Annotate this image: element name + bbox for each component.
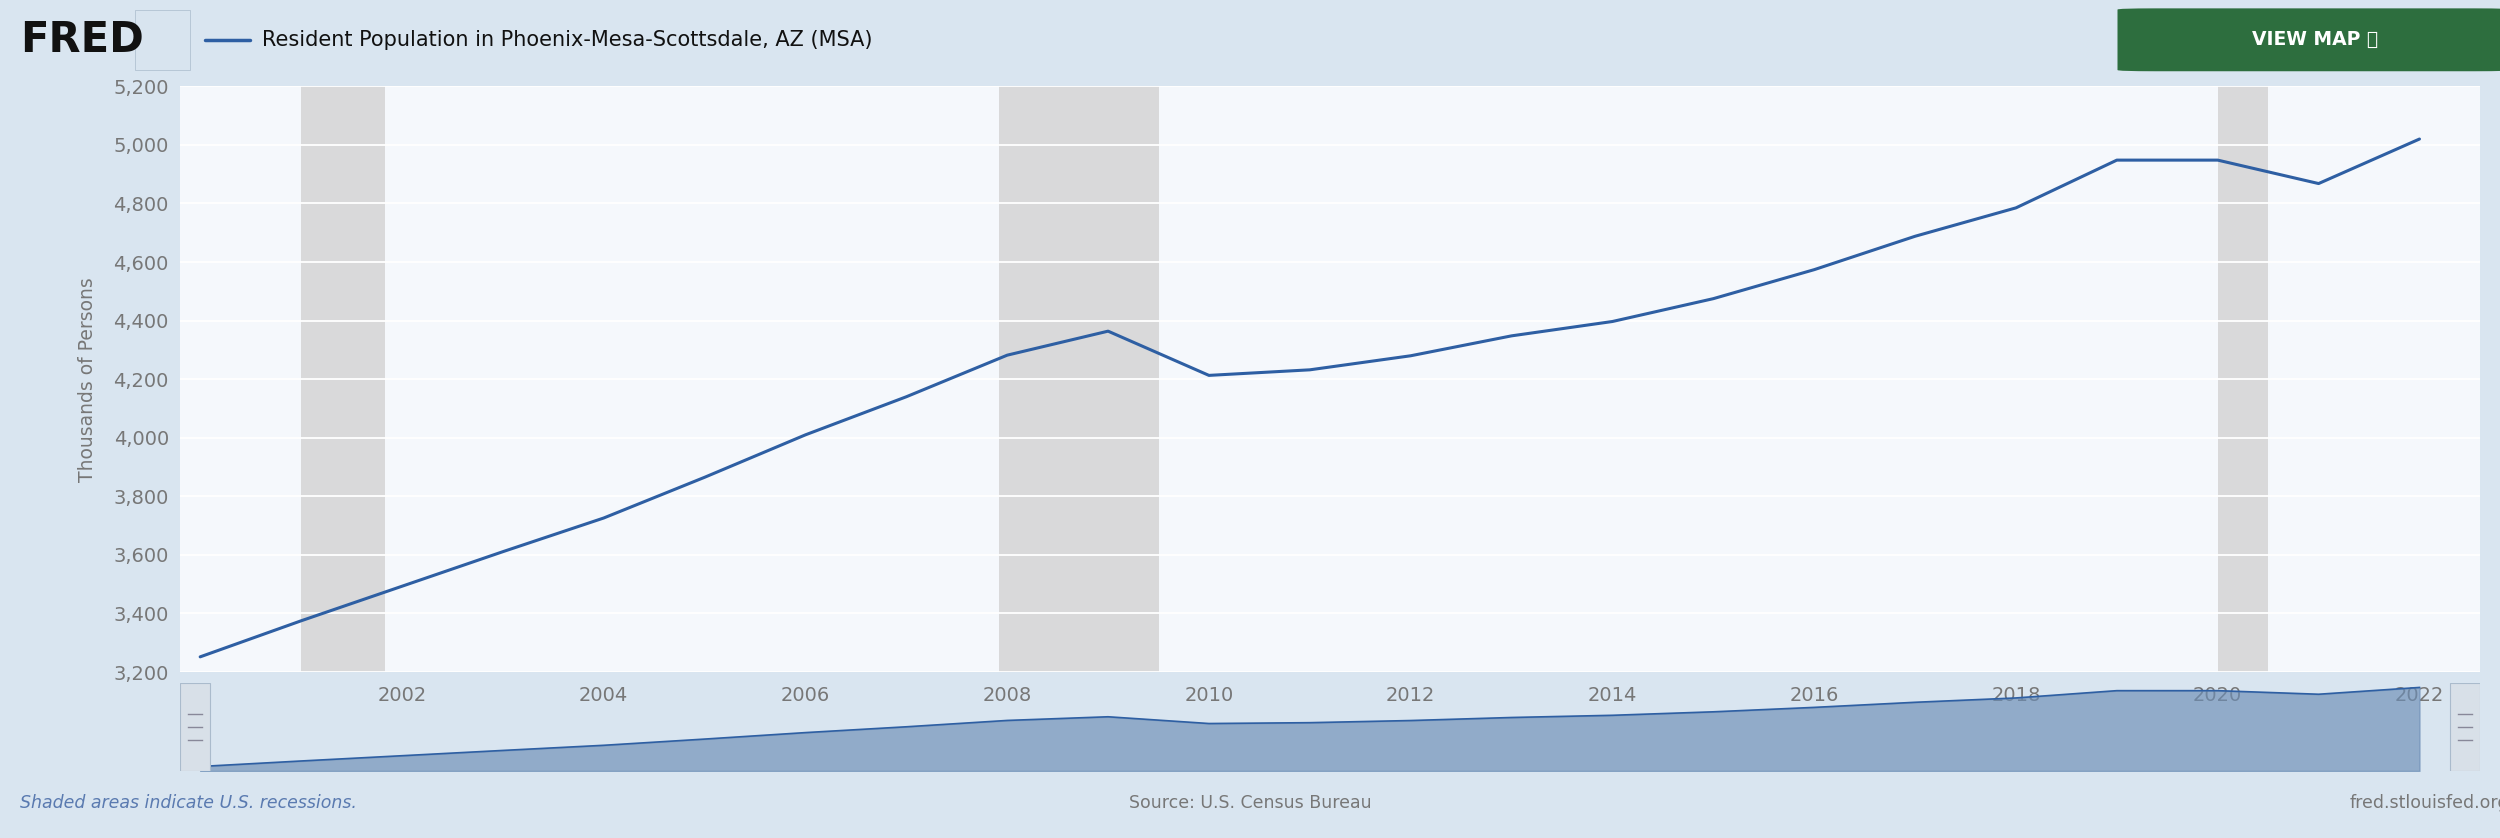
Text: Source: U.S. Census Bureau: Source: U.S. Census Bureau	[1128, 794, 1372, 812]
Bar	[2450, 683, 2480, 771]
FancyBboxPatch shape	[2118, 8, 2500, 71]
Text: fred.stlouisfed.org: fred.stlouisfed.org	[2350, 794, 2500, 812]
Text: VIEW MAP ⌖: VIEW MAP ⌖	[2252, 30, 2378, 49]
Text: Resident Population in Phoenix-Mesa-Scottsdale, AZ (MSA): Resident Population in Phoenix-Mesa-Scot…	[262, 30, 872, 49]
Bar	[1000, 86, 1158, 672]
Text: Shaded areas indicate U.S. recessions.: Shaded areas indicate U.S. recessions.	[20, 794, 357, 812]
Y-axis label: Thousands of Persons: Thousands of Persons	[78, 277, 98, 482]
Bar	[2218, 86, 2268, 672]
Bar	[180, 683, 210, 771]
Text: FRED: FRED	[20, 18, 145, 61]
Bar	[135, 9, 190, 70]
Bar	[300, 86, 385, 672]
